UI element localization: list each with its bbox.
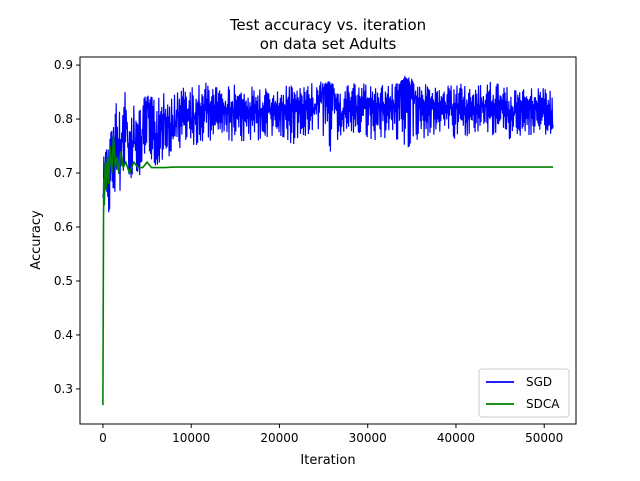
y-axis-ticks: 0.3 0.4 0.5 0.6 0.7 0.8 0.9 [54, 58, 80, 396]
plot-area [102, 75, 554, 406]
x-axis-label: Iteration [300, 453, 355, 468]
series-sdca [102, 135, 554, 406]
y-tick-label: 0.9 [54, 58, 73, 72]
y-tick-label: 0.5 [54, 274, 73, 288]
legend: SGD SDCA [478, 368, 570, 418]
x-tick-label: 0 [99, 431, 107, 445]
x-tick-label: 30000 [349, 431, 387, 445]
y-tick-label: 0.4 [54, 328, 73, 342]
y-tick-label: 0.8 [54, 112, 73, 126]
x-axis-ticks: 0 10000 20000 30000 40000 50000 [99, 424, 563, 445]
x-tick-label: 20000 [260, 431, 298, 445]
y-axis-label: Accuracy [29, 210, 44, 270]
series-sgd [102, 75, 554, 213]
plot-frame [79, 56, 577, 425]
x-tick-label: 10000 [172, 431, 210, 445]
legend-label-sgd: SGD [526, 375, 552, 389]
chart-title-line-1: Test accuracy vs. iteration [229, 16, 426, 34]
legend-label-sdca: SDCA [526, 397, 560, 411]
x-tick-label: 50000 [525, 431, 563, 445]
y-tick-label: 0.7 [54, 166, 73, 180]
chart-title-line-2: on data set Adults [260, 35, 397, 53]
x-tick-label: 40000 [437, 431, 475, 445]
series-line-sgd [102, 75, 554, 213]
y-tick-label: 0.6 [54, 220, 73, 234]
legend-box [478, 368, 570, 418]
y-tick-label: 0.3 [54, 382, 73, 396]
series-line-sdca [102, 135, 554, 406]
